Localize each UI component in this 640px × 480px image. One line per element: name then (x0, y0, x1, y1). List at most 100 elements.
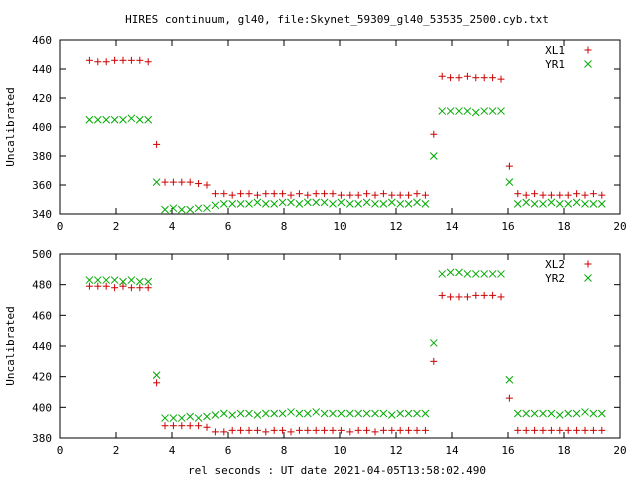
data-point (438, 107, 447, 115)
x-tick-label: 18 (557, 220, 570, 233)
data-point (463, 107, 472, 115)
data-point (421, 409, 430, 418)
data-point (387, 411, 396, 419)
data-point (253, 198, 262, 207)
data-point (110, 276, 119, 284)
data-point (404, 199, 413, 208)
data-point (539, 426, 547, 434)
data-point (203, 181, 211, 189)
data-point (119, 282, 127, 290)
data-point (94, 58, 102, 66)
data-point (581, 408, 589, 416)
data-point (514, 190, 522, 198)
data-point (421, 426, 429, 434)
data-point (203, 204, 211, 213)
data-point (530, 199, 539, 208)
data-point (573, 190, 581, 198)
x-tick-label: 20 (613, 444, 626, 457)
data-point (379, 199, 388, 208)
data-point (362, 409, 371, 418)
data-point (547, 191, 555, 199)
data-point (304, 426, 312, 434)
y-tick-label: 480 (32, 279, 52, 292)
data-point (279, 426, 287, 434)
series-YR2 (85, 268, 606, 422)
data-point (413, 190, 421, 198)
data-point (429, 339, 438, 347)
x-tick-label: 2 (113, 220, 120, 233)
data-point (195, 422, 203, 430)
data-point (522, 198, 531, 207)
y-tick-label: 380 (32, 432, 52, 445)
y-tick-label: 440 (32, 340, 52, 353)
data-point (396, 409, 405, 418)
data-point (127, 276, 136, 284)
data-point (480, 291, 488, 299)
y-tick-label: 400 (32, 121, 52, 134)
data-point (237, 190, 245, 198)
data-point (287, 408, 295, 416)
data-point (211, 201, 220, 210)
data-point (396, 426, 404, 434)
data-point (455, 107, 463, 115)
data-point (438, 291, 446, 299)
data-point (261, 409, 270, 418)
data-point (463, 270, 472, 278)
data-point (219, 199, 228, 208)
data-point (85, 115, 94, 124)
data-point (245, 409, 253, 418)
data-point (531, 190, 539, 198)
data-point (270, 190, 278, 198)
data-point (573, 426, 581, 434)
data-point (111, 284, 119, 292)
data-point (329, 190, 337, 198)
data-point (363, 190, 371, 198)
data-point (371, 199, 379, 208)
data-point (304, 191, 312, 199)
data-point (287, 191, 295, 199)
data-point (581, 199, 589, 208)
data-point (177, 205, 186, 214)
data-point (228, 411, 237, 419)
data-point (144, 115, 153, 124)
y-axis-label: Uncalibrated (4, 306, 17, 385)
data-point (489, 291, 497, 299)
data-point (110, 115, 119, 124)
data-point (589, 426, 597, 434)
data-point (287, 198, 295, 207)
data-point (597, 199, 606, 208)
data-point (463, 293, 471, 301)
data-point (354, 199, 363, 208)
data-point (337, 426, 345, 434)
x-tick-label: 0 (57, 444, 64, 457)
x-tick-label: 10 (333, 220, 346, 233)
y-tick-label: 440 (32, 63, 52, 76)
x-tick-label: 8 (281, 444, 288, 457)
data-point (345, 199, 354, 208)
data-point (497, 75, 505, 83)
x-tick-label: 4 (169, 220, 176, 233)
data-point (219, 409, 228, 418)
data-point (379, 426, 387, 434)
data-point (203, 412, 211, 421)
data-point (337, 198, 346, 207)
data-point (497, 270, 505, 278)
data-point (152, 371, 161, 379)
data-point (564, 409, 573, 418)
x-tick-label: 12 (389, 220, 402, 233)
data-point (354, 191, 362, 199)
data-point (279, 190, 287, 198)
data-point (186, 178, 194, 186)
data-point (186, 205, 195, 214)
y-axis-label: Uncalibrated (4, 87, 17, 166)
data-point (295, 199, 304, 208)
data-point (153, 379, 161, 387)
data-point (430, 130, 438, 138)
data-point (539, 191, 547, 199)
data-point (564, 426, 572, 434)
data-point (589, 199, 598, 208)
data-point (539, 199, 547, 208)
data-point (119, 277, 127, 286)
x-tick-label: 18 (557, 444, 570, 457)
